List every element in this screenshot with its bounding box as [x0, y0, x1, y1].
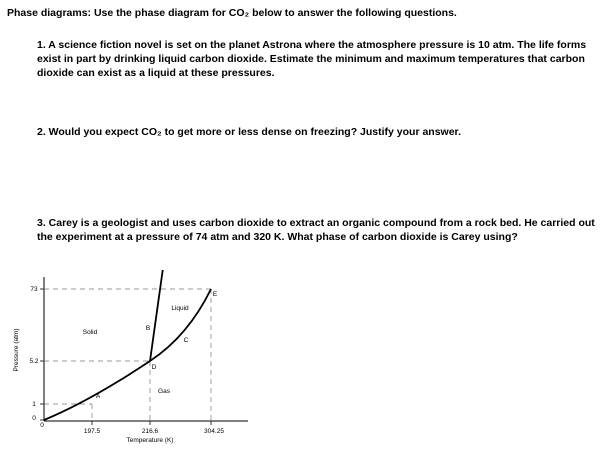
x-tick-label: 0 [40, 422, 44, 429]
region-label-gas: Gas [158, 388, 171, 395]
y-tick-label: 5.2 [29, 358, 38, 365]
point-label-c: C [184, 337, 189, 344]
point-label-b: B [146, 325, 150, 332]
y-axis-title: Pressure (atm) [13, 329, 20, 372]
x-tick-label: 197.5 [84, 428, 101, 435]
question-2: 2. Would you expect CO₂ to get more or l… [37, 126, 461, 138]
point-label-d: D [152, 364, 157, 371]
y-tick-label: 73 [30, 286, 38, 293]
melting-curve [149, 270, 164, 362]
worksheet-heading: Phase diagrams: Use the phase diagram fo… [7, 7, 457, 19]
x-tick-label: 304.25 [204, 428, 224, 435]
region-label-liquid: Liquid [171, 305, 189, 312]
y-tick-label: 0 [32, 415, 36, 422]
point-label-e: E [213, 291, 218, 298]
point-label-a: A [96, 393, 101, 400]
x-tick-label: 216.6 [142, 428, 159, 435]
co2-phase-diagram: 73 5.2 1 0 Pressure (atm) 0 197.5 216.6 … [13, 270, 248, 444]
question-3: 3. Carey is a geologist and uses carbon … [37, 217, 595, 243]
sublimation-curve [43, 360, 151, 421]
region-label-solid: Solid [83, 329, 98, 336]
x-axis-title: Temperature (K) [127, 437, 174, 444]
vaporization-curve [149, 288, 212, 362]
question-1: 1. A science fiction novel is set on the… [37, 39, 587, 79]
y-tick-label: 1 [32, 401, 36, 408]
